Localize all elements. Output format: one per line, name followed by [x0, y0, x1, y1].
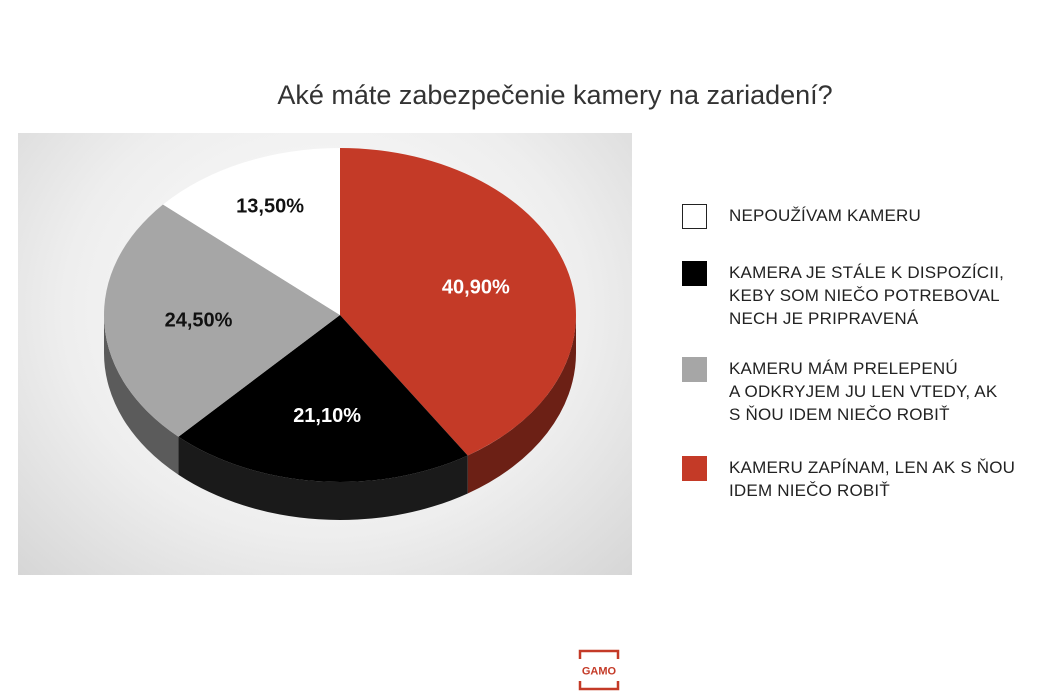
legend-label-line: Kameru zapínam, len ak s ňou: [729, 458, 1016, 477]
pie-side-1: [178, 436, 468, 520]
logo-text: GAMO: [582, 666, 617, 678]
pie-label-3: 13,50%: [236, 195, 304, 217]
legend-label-line: a odkryjem ju len vtedy, ak: [729, 382, 998, 401]
pie-side-walls: [104, 315, 576, 520]
legend-swatch-0: [682, 204, 707, 229]
legend-label-1: Kamera je stále k dispozícii, keby som ni…: [729, 261, 1004, 330]
legend-item-2: Kameru mám prelepenú a odkryjem ju len vt…: [682, 357, 997, 426]
pie-side-2: [104, 315, 179, 475]
pie-slice-2: [103, 204, 340, 437]
legend-swatch-1: [682, 261, 707, 286]
pie-chart: 40,90% 21,10% 24,50% 13,50%: [103, 148, 577, 520]
pie-slice-0: [340, 148, 577, 456]
legend-label-line: keby som niečo potreboval: [729, 286, 1000, 305]
pie-slice-3: [162, 148, 340, 315]
chart-title: Aké máte zabezpečenie kamery na zariaden…: [277, 80, 833, 110]
legend-item-0: Nepoužívam kameru: [682, 204, 921, 229]
legend-label-line: nech je pripravená: [729, 309, 919, 328]
gamo-logo: GAMO: [578, 649, 620, 691]
legend-label-0: Nepoužívam kameru: [729, 204, 921, 227]
legend-item-3: Kameru zapínam, len ak s ňou idem niečo r…: [682, 456, 1015, 502]
pie-slice-1: [178, 315, 468, 482]
legend-label-line: Nepoužívam kameru: [729, 206, 921, 225]
pie-label-1: 21,10%: [293, 405, 361, 427]
pie-side-0: [467, 315, 576, 494]
plot-area: 40,90% 21,10% 24,50% 13,50% GAMO: [18, 133, 632, 691]
legend-item-1: Kamera je stále k dispozícii, keby som ni…: [682, 261, 1004, 330]
pie-label-0: 40,90%: [442, 277, 510, 299]
pie-label-2: 24,50%: [165, 310, 233, 332]
legend-label-line: Kameru mám prelepenú: [729, 359, 958, 378]
legend-swatch-2: [682, 357, 707, 382]
legend-label-3: Kameru zapínam, len ak s ňou idem niečo r…: [729, 456, 1015, 502]
legend-swatch-3: [682, 456, 707, 481]
legend-label-line: s ňou idem niečo robiť: [729, 405, 950, 424]
legend-label-2: Kameru mám prelepenú a odkryjem ju len vt…: [729, 357, 997, 426]
legend-label-line: Kamera je stále k dispozícii,: [729, 263, 1005, 282]
legend-label-line: idem niečo robiť: [729, 481, 890, 500]
